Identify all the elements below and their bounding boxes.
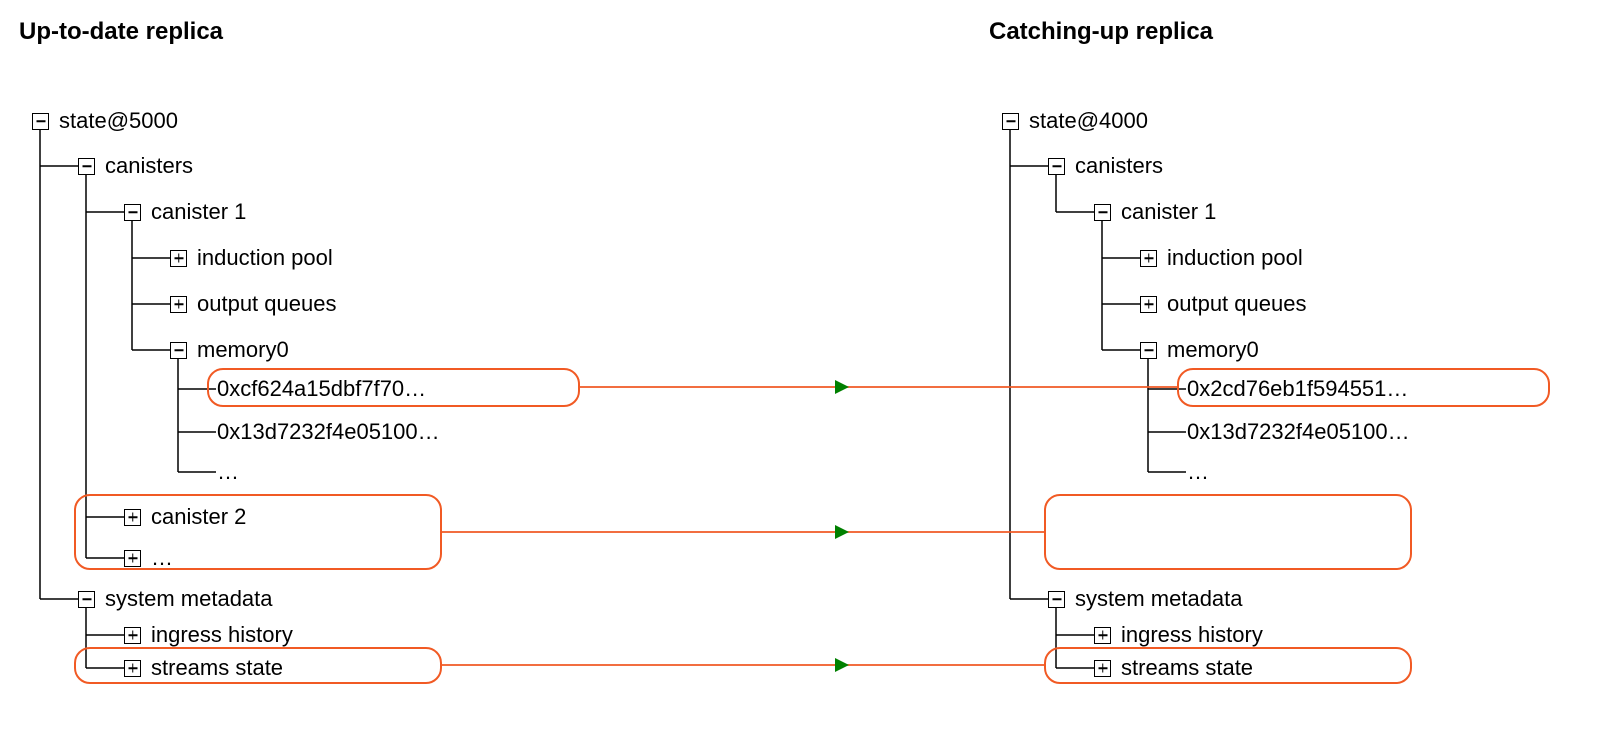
- expand-icon[interactable]: [170, 250, 187, 267]
- expand-icon[interactable]: [124, 509, 141, 526]
- heading-left: Up-to-date replica: [19, 18, 223, 46]
- node-label: memory0: [197, 337, 289, 363]
- expand-icon[interactable]: [1140, 296, 1157, 313]
- left-canister1[interactable]: canister 1: [124, 199, 246, 225]
- node-label: ingress history: [151, 622, 293, 648]
- node-label: system metadata: [105, 586, 273, 612]
- left-canisters[interactable]: canisters: [78, 153, 193, 179]
- node-label: streams state: [151, 655, 283, 681]
- right-induction-pool[interactable]: induction pool: [1140, 245, 1303, 271]
- collapse-icon[interactable]: [1002, 113, 1019, 130]
- left-root[interactable]: state@5000: [32, 108, 178, 134]
- node-label: induction pool: [197, 245, 333, 271]
- expand-icon[interactable]: [1094, 627, 1111, 644]
- expand-icon[interactable]: [124, 550, 141, 567]
- right-hash1: 0x13d7232f4e05100…: [1187, 419, 1410, 445]
- collapse-icon[interactable]: [124, 204, 141, 221]
- right-canisters[interactable]: canisters: [1048, 153, 1163, 179]
- node-label: canisters: [1075, 153, 1163, 179]
- right-output-queues[interactable]: output queues: [1140, 291, 1306, 317]
- node-label: ingress history: [1121, 622, 1263, 648]
- right-root[interactable]: state@4000: [1002, 108, 1148, 134]
- right-memory0[interactable]: memory0: [1140, 337, 1259, 363]
- node-label: …: [151, 545, 173, 571]
- left-hash-more: …: [217, 459, 239, 485]
- expand-icon[interactable]: [124, 627, 141, 644]
- collapse-icon[interactable]: [78, 591, 95, 608]
- node-label: output queues: [1167, 291, 1306, 317]
- left-canister2[interactable]: canister 2: [124, 504, 246, 530]
- left-canisters-more[interactable]: …: [124, 545, 173, 571]
- right-canister1[interactable]: canister 1: [1094, 199, 1216, 225]
- right-system-metadata[interactable]: system metadata: [1048, 586, 1243, 612]
- node-label: 0x2cd76eb1f594551…: [1187, 376, 1408, 402]
- node-label: 0x13d7232f4e05100…: [1187, 419, 1410, 445]
- node-label: 0x13d7232f4e05100…: [217, 419, 440, 445]
- collapse-icon[interactable]: [170, 342, 187, 359]
- node-label: memory0: [1167, 337, 1259, 363]
- expand-icon[interactable]: [124, 660, 141, 677]
- expand-icon[interactable]: [170, 296, 187, 313]
- collapse-icon[interactable]: [32, 113, 49, 130]
- left-hash0: 0xcf624a15dbf7f70…: [217, 376, 426, 402]
- left-memory0[interactable]: memory0: [170, 337, 289, 363]
- left-system-metadata[interactable]: system metadata: [78, 586, 273, 612]
- node-label: …: [217, 459, 239, 485]
- collapse-icon[interactable]: [78, 158, 95, 175]
- left-output-queues[interactable]: output queues: [170, 291, 336, 317]
- left-hash1: 0x13d7232f4e05100…: [217, 419, 440, 445]
- collapse-icon[interactable]: [1048, 158, 1065, 175]
- node-label: canister 1: [1121, 199, 1216, 225]
- node-label: canister 1: [151, 199, 246, 225]
- left-ingress-history[interactable]: ingress history: [124, 622, 293, 648]
- left-induction-pool[interactable]: induction pool: [170, 245, 333, 271]
- right-hash-more: …: [1187, 459, 1209, 485]
- node-label: canisters: [105, 153, 193, 179]
- node-label: output queues: [197, 291, 336, 317]
- right-hash0: 0x2cd76eb1f594551…: [1187, 376, 1408, 402]
- left-streams-state[interactable]: streams state: [124, 655, 283, 681]
- expand-icon[interactable]: [1140, 250, 1157, 267]
- expand-icon[interactable]: [1094, 660, 1111, 677]
- collapse-icon[interactable]: [1048, 591, 1065, 608]
- collapse-icon[interactable]: [1094, 204, 1111, 221]
- heading-right: Catching-up replica: [989, 18, 1213, 46]
- node-label: 0xcf624a15dbf7f70…: [217, 376, 426, 402]
- node-label: system metadata: [1075, 586, 1243, 612]
- node-label: state@5000: [59, 108, 178, 134]
- collapse-icon[interactable]: [1140, 342, 1157, 359]
- node-label: canister 2: [151, 504, 246, 530]
- node-label: …: [1187, 459, 1209, 485]
- highlight-right-can2: [1044, 494, 1412, 570]
- right-streams-state[interactable]: streams state: [1094, 655, 1253, 681]
- node-label: state@4000: [1029, 108, 1148, 134]
- node-label: streams state: [1121, 655, 1253, 681]
- right-ingress-history[interactable]: ingress history: [1094, 622, 1263, 648]
- node-label: induction pool: [1167, 245, 1303, 271]
